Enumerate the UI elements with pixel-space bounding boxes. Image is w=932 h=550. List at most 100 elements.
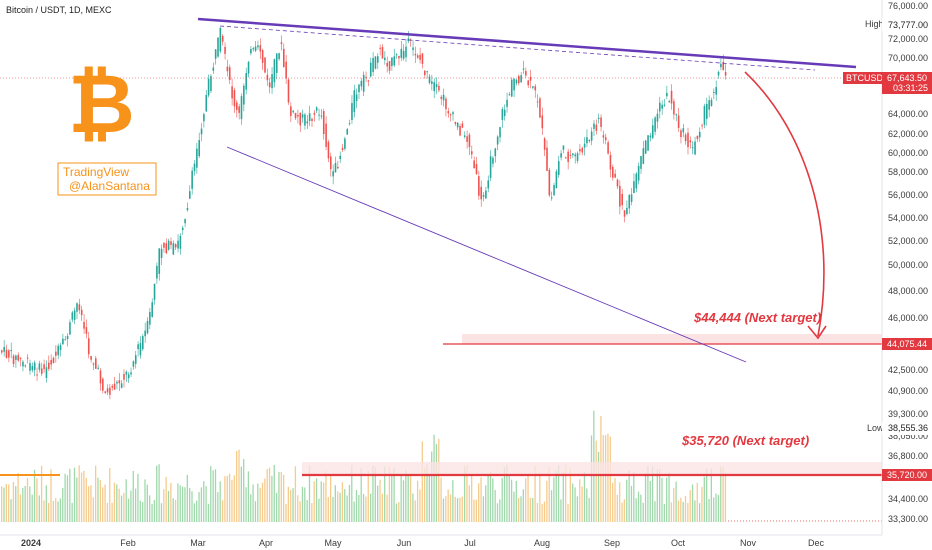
- candle-body: [120, 383, 123, 388]
- time-tick-label: 2024: [21, 538, 41, 548]
- volume-bar: [412, 493, 414, 522]
- volume-bar: [73, 467, 76, 522]
- candle-body: [5, 349, 8, 358]
- volume-bar: [1, 486, 3, 522]
- time-axis[interactable]: 2024 Feb Mar Apr May Jun Jul Aug Sep Oct Nov Dec: [0, 534, 882, 548]
- volume-bar: [210, 466, 212, 522]
- time-tick-label: Mar: [190, 538, 206, 548]
- candle-body: [647, 135, 649, 151]
- upper-trendline[interactable]: [197, 17, 857, 69]
- volume-bar: [137, 473, 139, 522]
- candle-body: [501, 109, 504, 120]
- candle-body: [461, 123, 464, 128]
- volume-bar: [10, 499, 12, 522]
- candle-body: [663, 104, 666, 106]
- candle-body: [698, 132, 701, 138]
- volume-bar: [134, 488, 137, 522]
- candle-body: [125, 371, 128, 375]
- volume-bar: [565, 464, 567, 522]
- candle-body: [651, 125, 654, 138]
- candle-body: [377, 56, 379, 63]
- volume-bar: [40, 465, 43, 522]
- candle-body: [106, 388, 109, 393]
- volume-bar: [59, 498, 62, 522]
- current-price-tag[interactable]: BTCUSDT 67,643.50 03:31:25: [843, 72, 932, 94]
- volume-bar: [633, 471, 635, 522]
- volume-bar: [426, 464, 428, 522]
- candle-body: [419, 54, 421, 60]
- volume-bar: [614, 478, 616, 522]
- target-zone-2: [302, 462, 882, 474]
- candle-body: [24, 365, 27, 367]
- volume-bar: [388, 466, 391, 522]
- candle-body: [720, 63, 722, 68]
- volume-bar: [666, 477, 668, 522]
- candle-body: [144, 330, 146, 337]
- target-2-tag[interactable]: 35,720.00: [882, 469, 932, 481]
- target-zone-1: [462, 334, 882, 344]
- volume-bar: [527, 475, 529, 522]
- time-tick-label: Apr: [259, 538, 273, 548]
- volume-bar: [626, 479, 628, 522]
- volume-bar: [416, 480, 419, 522]
- candle-body: [252, 48, 255, 50]
- candle-body: [508, 94, 511, 96]
- candle-body: [713, 91, 715, 94]
- volume-bar: [651, 466, 654, 522]
- candle-body: [50, 359, 52, 365]
- price-tick-label: 52,000.00: [888, 236, 928, 246]
- volume-bar: [198, 491, 200, 522]
- candle-body: [231, 86, 233, 99]
- candle-body: [717, 71, 720, 76]
- candle-body: [630, 194, 633, 202]
- volume-bar: [706, 468, 708, 522]
- candle-body: [257, 45, 259, 48]
- volume-bar: [306, 500, 308, 522]
- volume-bar: [454, 496, 456, 522]
- candle-body: [691, 147, 694, 149]
- volume-bar: [36, 478, 38, 522]
- watermark-box: [57, 162, 157, 196]
- candle-body: [160, 248, 163, 258]
- volume-bar: [362, 494, 365, 522]
- candle-body: [475, 164, 478, 174]
- candle-body: [177, 240, 179, 249]
- candle-body: [167, 240, 170, 250]
- volume-bar: [553, 477, 555, 522]
- candle-body: [405, 46, 407, 58]
- volume-bar: [710, 468, 712, 522]
- volume-bar: [473, 499, 475, 522]
- candle-body: [254, 46, 257, 51]
- volume-bar: [275, 492, 278, 522]
- volume-bar: [583, 471, 586, 522]
- price-tick-label: 42,500.00: [888, 365, 928, 375]
- volume-bar: [393, 467, 395, 522]
- candle-body: [130, 372, 132, 375]
- volume-bar: [304, 487, 306, 522]
- lower-trendline[interactable]: [226, 146, 747, 363]
- countdown-value: 03:31:25: [893, 83, 928, 93]
- volume-bar: [501, 477, 503, 522]
- volume-bar: [186, 474, 188, 522]
- candle-body: [306, 121, 309, 124]
- candle-body: [78, 304, 81, 311]
- volume-bar: [386, 494, 388, 522]
- volume-bar: [522, 489, 524, 522]
- volume-bar: [466, 465, 468, 522]
- volume-bar: [572, 483, 574, 522]
- candle-body: [250, 49, 252, 54]
- volume-bar: [278, 472, 280, 522]
- candle-body: [181, 227, 184, 231]
- target-1-tag[interactable]: 44,075.44: [882, 338, 932, 350]
- volume-bar: [640, 494, 642, 522]
- candle-body: [203, 114, 205, 122]
- candle-body: [240, 96, 243, 120]
- volume-bar: [384, 466, 386, 522]
- candle-body: [644, 140, 647, 154]
- volume-bar: [513, 491, 515, 522]
- candle-body: [315, 107, 318, 111]
- candle-body: [95, 358, 97, 369]
- candle-body: [560, 153, 562, 158]
- volume-bar: [487, 475, 489, 522]
